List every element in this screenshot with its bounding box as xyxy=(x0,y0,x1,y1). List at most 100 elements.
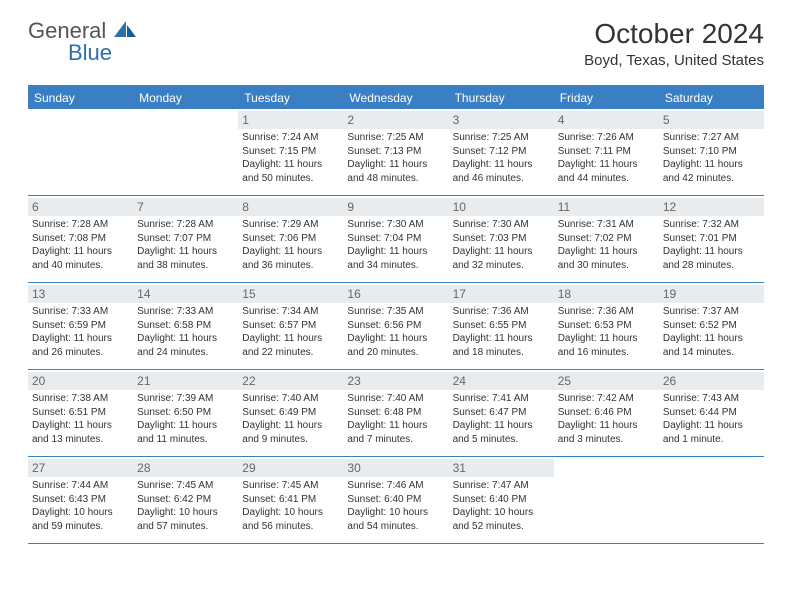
day-cell: 31 Sunrise: 7:47 AMSunset: 6:40 PMDayligh… xyxy=(449,457,554,543)
dow-cell: Friday xyxy=(554,87,659,109)
day-cell: 24 Sunrise: 7:41 AMSunset: 6:47 PMDayligh… xyxy=(449,370,554,456)
day-details: Sunrise: 7:28 AMSunset: 7:08 PMDaylight:… xyxy=(32,218,129,272)
dow-cell: Monday xyxy=(133,87,238,109)
day-number: 24 xyxy=(449,372,554,390)
day-number: 1 xyxy=(238,111,343,129)
day-cell: 12 Sunrise: 7:32 AMSunset: 7:01 PMDayligh… xyxy=(659,196,764,282)
day-cell xyxy=(659,457,764,543)
day-details: Sunrise: 7:24 AMSunset: 7:15 PMDaylight:… xyxy=(242,131,339,185)
week-row: 6 Sunrise: 7:28 AMSunset: 7:08 PMDaylight… xyxy=(28,196,764,283)
day-number: 11 xyxy=(554,198,659,216)
day-number: 21 xyxy=(133,372,238,390)
day-details: Sunrise: 7:36 AMSunset: 6:53 PMDaylight:… xyxy=(558,305,655,359)
day-cell: 16Sunrise: 7:35 AMSunset: 6:56 PMDayligh… xyxy=(343,283,448,369)
day-cell: 21 Sunrise: 7:39 AMSunset: 6:50 PMDayligh… xyxy=(133,370,238,456)
day-details: Sunrise: 7:25 AMSunset: 7:12 PMDaylight:… xyxy=(453,131,550,185)
dow-cell: Tuesday xyxy=(238,87,343,109)
day-details: Sunrise: 7:30 AMSunset: 7:04 PMDaylight:… xyxy=(347,218,444,272)
day-number: 14 xyxy=(133,285,238,303)
day-cell: 11 Sunrise: 7:31 AMSunset: 7:02 PMDayligh… xyxy=(554,196,659,282)
title-block: October 2024 Boyd, Texas, United States xyxy=(584,18,764,69)
week-row: 13 Sunrise: 7:33 AMSunset: 6:59 PMDayligh… xyxy=(28,283,764,370)
day-cell: 18Sunrise: 7:36 AMSunset: 6:53 PMDayligh… xyxy=(554,283,659,369)
day-cell xyxy=(133,109,238,195)
day-number: 4 xyxy=(554,111,659,129)
day-details: Sunrise: 7:38 AMSunset: 6:51 PMDaylight:… xyxy=(32,392,129,446)
day-number: 25 xyxy=(554,372,659,390)
day-number: 19 xyxy=(659,285,764,303)
logo-sail-icon xyxy=(112,19,138,44)
day-details: Sunrise: 7:47 AMSunset: 6:40 PMDaylight:… xyxy=(453,479,550,533)
day-number: 30 xyxy=(343,459,448,477)
day-details: Sunrise: 7:45 AMSunset: 6:42 PMDaylight:… xyxy=(137,479,234,533)
day-details: Sunrise: 7:40 AMSunset: 6:48 PMDaylight:… xyxy=(347,392,444,446)
day-details: Sunrise: 7:41 AMSunset: 6:47 PMDaylight:… xyxy=(453,392,550,446)
day-details: Sunrise: 7:33 AMSunset: 6:58 PMDaylight:… xyxy=(137,305,234,359)
day-details: Sunrise: 7:39 AMSunset: 6:50 PMDaylight:… xyxy=(137,392,234,446)
day-number: 31 xyxy=(449,459,554,477)
day-details: Sunrise: 7:36 AMSunset: 6:55 PMDaylight:… xyxy=(453,305,550,359)
day-number: 2 xyxy=(343,111,448,129)
dow-cell: Sunday xyxy=(28,87,133,109)
day-number: 23 xyxy=(343,372,448,390)
day-cell xyxy=(554,457,659,543)
day-details: Sunrise: 7:45 AMSunset: 6:41 PMDaylight:… xyxy=(242,479,339,533)
week-row: 1 Sunrise: 7:24 AMSunset: 7:15 PMDaylight… xyxy=(28,109,764,196)
day-details: Sunrise: 7:29 AMSunset: 7:06 PMDaylight:… xyxy=(242,218,339,272)
day-number: 3 xyxy=(449,111,554,129)
day-details: Sunrise: 7:33 AMSunset: 6:59 PMDaylight:… xyxy=(32,305,129,359)
day-details: Sunrise: 7:43 AMSunset: 6:44 PMDaylight:… xyxy=(663,392,760,446)
logo-text-blue: Blue xyxy=(68,40,112,66)
page-title: October 2024 xyxy=(584,18,764,50)
day-cell: 22Sunrise: 7:40 AMSunset: 6:49 PMDayligh… xyxy=(238,370,343,456)
day-cell: 5Sunrise: 7:27 AMSunset: 7:10 PMDaylight… xyxy=(659,109,764,195)
day-cell: 8Sunrise: 7:29 AMSunset: 7:06 PMDaylight… xyxy=(238,196,343,282)
day-cell: 26 Sunrise: 7:43 AMSunset: 6:44 PMDayligh… xyxy=(659,370,764,456)
day-cell xyxy=(28,109,133,195)
day-cell: 1 Sunrise: 7:24 AMSunset: 7:15 PMDaylight… xyxy=(238,109,343,195)
day-cell: 17 Sunrise: 7:36 AMSunset: 6:55 PMDayligh… xyxy=(449,283,554,369)
day-cell: 10 Sunrise: 7:30 AMSunset: 7:03 PMDayligh… xyxy=(449,196,554,282)
day-details: Sunrise: 7:28 AMSunset: 7:07 PMDaylight:… xyxy=(137,218,234,272)
day-cell: 14 Sunrise: 7:33 AMSunset: 6:58 PMDayligh… xyxy=(133,283,238,369)
day-cell: 3 Sunrise: 7:25 AMSunset: 7:12 PMDaylight… xyxy=(449,109,554,195)
day-cell: 15Sunrise: 7:34 AMSunset: 6:57 PMDayligh… xyxy=(238,283,343,369)
day-number: 12 xyxy=(659,198,764,216)
location-text: Boyd, Texas, United States xyxy=(584,52,764,69)
day-number: 29 xyxy=(238,459,343,477)
dow-cell: Wednesday xyxy=(343,87,448,109)
day-details: Sunrise: 7:35 AMSunset: 6:56 PMDaylight:… xyxy=(347,305,444,359)
day-details: Sunrise: 7:30 AMSunset: 7:03 PMDaylight:… xyxy=(453,218,550,272)
day-details: Sunrise: 7:34 AMSunset: 6:57 PMDaylight:… xyxy=(242,305,339,359)
day-number: 13 xyxy=(28,285,133,303)
day-number: 26 xyxy=(659,372,764,390)
day-cell: 20 Sunrise: 7:38 AMSunset: 6:51 PMDayligh… xyxy=(28,370,133,456)
day-details: Sunrise: 7:27 AMSunset: 7:10 PMDaylight:… xyxy=(663,131,760,185)
day-details: Sunrise: 7:26 AMSunset: 7:11 PMDaylight:… xyxy=(558,131,655,185)
calendar: SundayMondayTuesdayWednesdayThursdayFrid… xyxy=(28,85,764,544)
day-details: Sunrise: 7:25 AMSunset: 7:13 PMDaylight:… xyxy=(347,131,444,185)
day-number: 7 xyxy=(133,198,238,216)
header: General Blue October 2024 Boyd, Texas, U… xyxy=(0,0,792,77)
day-cell: 13 Sunrise: 7:33 AMSunset: 6:59 PMDayligh… xyxy=(28,283,133,369)
dow-cell: Saturday xyxy=(659,87,764,109)
day-details: Sunrise: 7:40 AMSunset: 6:49 PMDaylight:… xyxy=(242,392,339,446)
day-details: Sunrise: 7:37 AMSunset: 6:52 PMDaylight:… xyxy=(663,305,760,359)
day-number: 17 xyxy=(449,285,554,303)
day-details: Sunrise: 7:44 AMSunset: 6:43 PMDaylight:… xyxy=(32,479,129,533)
day-number: 20 xyxy=(28,372,133,390)
day-number: 27 xyxy=(28,459,133,477)
day-number: 28 xyxy=(133,459,238,477)
day-number: 6 xyxy=(28,198,133,216)
day-cell: 27 Sunrise: 7:44 AMSunset: 6:43 PMDayligh… xyxy=(28,457,133,543)
dow-header-row: SundayMondayTuesdayWednesdayThursdayFrid… xyxy=(28,87,764,109)
day-details: Sunrise: 7:42 AMSunset: 6:46 PMDaylight:… xyxy=(558,392,655,446)
day-cell: 2 Sunrise: 7:25 AMSunset: 7:13 PMDaylight… xyxy=(343,109,448,195)
day-cell: 7 Sunrise: 7:28 AMSunset: 7:07 PMDaylight… xyxy=(133,196,238,282)
day-cell: 23 Sunrise: 7:40 AMSunset: 6:48 PMDayligh… xyxy=(343,370,448,456)
day-number: 10 xyxy=(449,198,554,216)
day-details: Sunrise: 7:31 AMSunset: 7:02 PMDaylight:… xyxy=(558,218,655,272)
day-details: Sunrise: 7:32 AMSunset: 7:01 PMDaylight:… xyxy=(663,218,760,272)
day-cell: 9Sunrise: 7:30 AMSunset: 7:04 PMDaylight… xyxy=(343,196,448,282)
day-cell: 28 Sunrise: 7:45 AMSunset: 6:42 PMDayligh… xyxy=(133,457,238,543)
